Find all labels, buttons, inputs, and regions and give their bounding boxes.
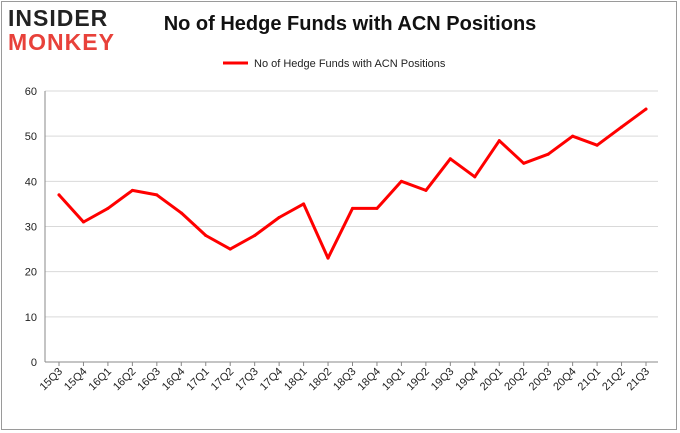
y-tick-60: 60 bbox=[25, 86, 37, 98]
data-point-20Q3 bbox=[546, 152, 550, 156]
x-tick-21Q1: 21Q1 bbox=[576, 366, 604, 394]
data-point-17Q1 bbox=[204, 234, 208, 238]
data-point-17Q2 bbox=[228, 247, 232, 251]
x-tick-16Q1: 16Q1 bbox=[87, 366, 115, 394]
x-tick-19Q2: 19Q2 bbox=[404, 366, 432, 394]
chart-title: No of Hedge Funds with ACN Positions bbox=[163, 13, 537, 35]
data-point-18Q1 bbox=[302, 202, 306, 206]
data-point-19Q4 bbox=[473, 175, 477, 179]
insider-monkey-logo: INSIDER MONKEY bbox=[8, 6, 128, 54]
data-point-19Q3 bbox=[448, 157, 452, 161]
data-point-20Q2 bbox=[522, 161, 526, 165]
x-tick-17Q1: 17Q1 bbox=[184, 366, 212, 394]
x-tick-20Q4: 20Q4 bbox=[551, 366, 579, 394]
grid-lines bbox=[45, 90, 658, 318]
data-point-15Q4 bbox=[81, 220, 85, 224]
data-point-21Q2 bbox=[620, 125, 624, 129]
y-tick-labels: 0 10 20 30 40 50 60 bbox=[25, 86, 37, 369]
axes bbox=[44, 91, 658, 366]
y-tick-30: 30 bbox=[25, 222, 37, 234]
data-point-19Q2 bbox=[424, 188, 428, 192]
series-group bbox=[57, 107, 648, 260]
x-tick-15Q3: 15Q3 bbox=[38, 366, 66, 394]
x-tick-19Q1: 19Q1 bbox=[380, 366, 408, 394]
x-tick-19Q3: 19Q3 bbox=[429, 366, 457, 394]
x-tick-19Q4: 19Q4 bbox=[453, 366, 481, 394]
data-point-20Q1 bbox=[497, 139, 501, 143]
x-tick-21Q2: 21Q2 bbox=[600, 366, 628, 394]
y-tick-50: 50 bbox=[25, 131, 37, 143]
x-tick-16Q4: 16Q4 bbox=[160, 366, 188, 394]
x-tick-16Q3: 16Q3 bbox=[135, 366, 163, 394]
logo-line-2: MONKEY bbox=[8, 29, 115, 55]
data-point-21Q1 bbox=[595, 143, 599, 147]
y-tick-0: 0 bbox=[31, 357, 37, 369]
data-point-18Q4 bbox=[375, 206, 379, 210]
data-point-16Q1 bbox=[106, 206, 110, 210]
x-tick-labels: 15Q315Q416Q116Q216Q316Q417Q117Q217Q317Q4… bbox=[38, 366, 653, 394]
x-tick-18Q2: 18Q2 bbox=[307, 366, 335, 394]
x-tick-16Q2: 16Q2 bbox=[111, 366, 139, 394]
x-tick-18Q3: 18Q3 bbox=[331, 366, 359, 394]
data-point-15Q3 bbox=[57, 193, 61, 197]
series-line-0 bbox=[57, 107, 648, 260]
data-point-18Q2 bbox=[326, 256, 330, 260]
data-point-16Q2 bbox=[130, 188, 134, 192]
data-point-16Q3 bbox=[155, 193, 159, 197]
x-tick-20Q1: 20Q1 bbox=[478, 366, 506, 394]
data-point-17Q4 bbox=[277, 215, 281, 219]
data-point-18Q3 bbox=[351, 206, 354, 210]
data-point-17Q3 bbox=[253, 234, 257, 238]
x-tick-17Q2: 17Q2 bbox=[209, 366, 237, 394]
legend-label: No of Hedge Funds with ACN Positions bbox=[254, 58, 446, 70]
data-point-20Q4 bbox=[571, 134, 575, 138]
y-tick-20: 20 bbox=[25, 267, 37, 279]
x-tick-21Q3: 21Q3 bbox=[625, 366, 653, 394]
x-tick-17Q3: 17Q3 bbox=[233, 366, 261, 394]
x-tick-15Q4: 15Q4 bbox=[62, 366, 90, 394]
x-tick-20Q2: 20Q2 bbox=[502, 366, 530, 394]
data-point-19Q1 bbox=[399, 179, 403, 183]
x-tick-17Q4: 17Q4 bbox=[258, 366, 286, 394]
legend: No of Hedge Funds with ACN Positions bbox=[223, 58, 446, 70]
x-tick-18Q1: 18Q1 bbox=[282, 366, 310, 394]
y-tick-10: 10 bbox=[25, 312, 37, 324]
x-tick-20Q3: 20Q3 bbox=[527, 366, 555, 394]
logo-line-1: INSIDER bbox=[8, 5, 109, 31]
data-point-16Q4 bbox=[179, 211, 183, 215]
y-tick-40: 40 bbox=[25, 176, 37, 188]
data-point-21Q3 bbox=[644, 107, 648, 111]
x-tick-18Q4: 18Q4 bbox=[356, 366, 384, 394]
